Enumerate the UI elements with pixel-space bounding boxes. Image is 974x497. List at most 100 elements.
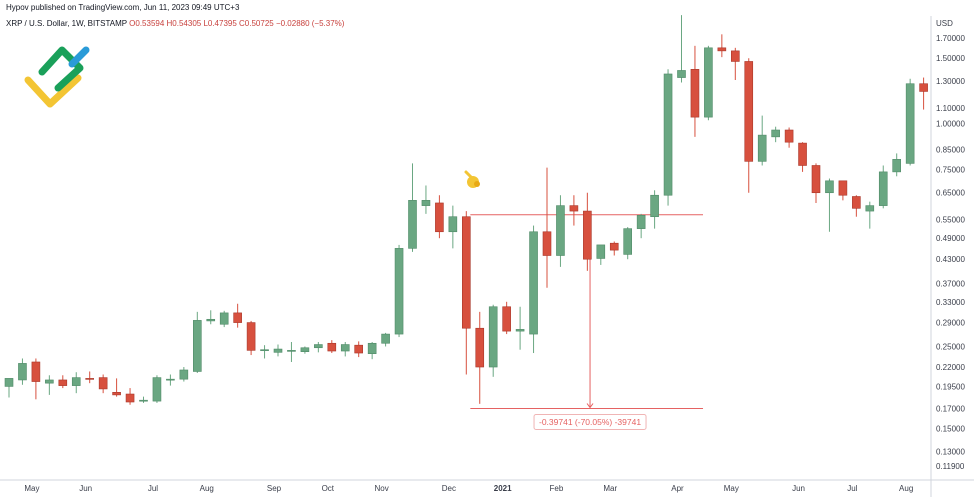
candle-up (206, 318, 216, 322)
time-tick-label: Dec (442, 484, 456, 493)
time-tick-label: Nov (374, 484, 388, 493)
candle-up (300, 347, 310, 352)
candle-down (717, 47, 727, 52)
candle-down (246, 322, 256, 351)
candle-down (798, 142, 807, 166)
candle-up (273, 348, 283, 353)
price-tick-label: 0.85000 (936, 146, 965, 155)
candle-up (260, 349, 269, 352)
candle-up (45, 379, 54, 384)
candle-up (704, 47, 713, 118)
candle-up (367, 342, 377, 354)
time-axis[interactable]: May Jun Jul Aug Sep Oct Nov Dec 2021 Feb Mar Apr May… (24, 484, 913, 493)
price-tick-label: 0.17000 (936, 404, 965, 413)
price-tick-label: 0.15000 (936, 425, 965, 434)
candle-up (529, 231, 538, 335)
candle-down (31, 361, 41, 382)
candle-up (448, 216, 458, 233)
time-tick-label: Jul (847, 484, 857, 493)
litefinance-logo (24, 46, 90, 108)
price-tick-label: 0.33000 (936, 298, 965, 307)
time-tick-label: May (24, 484, 39, 493)
candle-up (139, 399, 148, 402)
price-tick-label: 0.11900 (936, 462, 965, 471)
price-tick-label: 0.19500 (936, 382, 965, 391)
price-tick-label: 0.49000 (936, 234, 965, 243)
candle-down (784, 129, 794, 143)
candle-down (502, 306, 511, 332)
time-tick-label: Jun (792, 484, 805, 493)
candle-down (838, 180, 848, 196)
candle-down (58, 379, 68, 386)
candle-down (542, 231, 552, 256)
ohlc-values: O0.53594 H0.54305 L0.47395 C0.50725 −0.0… (129, 19, 345, 28)
time-tick-label: Aug (200, 484, 214, 493)
candle-up (556, 205, 565, 256)
time-tick-label: Oct (322, 484, 335, 493)
candle-down (461, 216, 471, 329)
time-tick-label: Apr (671, 484, 684, 493)
candle-down (98, 377, 108, 390)
candle-down (811, 165, 821, 194)
candle-down (852, 196, 861, 209)
candle-up (515, 329, 525, 332)
candle-down (730, 50, 740, 62)
price-tick-label: 0.43000 (936, 255, 965, 264)
candle-up (865, 205, 875, 212)
price-tick-label: 1.00000 (936, 119, 965, 128)
price-tick-label: 1.70000 (936, 34, 965, 43)
pointer-icon (464, 170, 480, 188)
time-tick-label: May (724, 484, 739, 493)
candle-down (327, 342, 337, 352)
candle-up (394, 248, 404, 335)
candle-down (125, 393, 135, 403)
candle-down (354, 344, 364, 354)
candle-up (905, 83, 915, 164)
candle-up (340, 344, 350, 352)
price-tick-label: 0.55000 (936, 216, 965, 225)
candle-down (609, 242, 619, 251)
candle-down (233, 312, 242, 323)
price-tick-label: 1.30000 (936, 77, 965, 86)
candle-up (771, 129, 780, 138)
publisher-text: Hypov published on TradingView.com, Jun … (6, 3, 240, 12)
candle-up (488, 306, 498, 368)
candle-down (475, 327, 485, 368)
candle-up (408, 200, 417, 249)
price-tick-label: 1.10000 (936, 104, 965, 113)
candle-down (569, 205, 579, 212)
candle-up (596, 244, 606, 259)
candle-up (663, 73, 673, 196)
symbol-title: XRP / U.S. Dollar, 1W, BITSTAMP (6, 19, 127, 28)
time-tick-label: Sep (267, 484, 282, 493)
candle-up (892, 159, 902, 173)
measure-label-box (533, 413, 647, 430)
candle-up (677, 70, 686, 78)
candle-up (179, 369, 189, 380)
candle-down (919, 83, 928, 92)
candle-up (636, 214, 646, 229)
candle-down (583, 210, 592, 260)
time-tick-label: Feb (550, 484, 564, 493)
measure-label: -0.39741 (-70.05%) -39741 (539, 417, 641, 427)
price-tick-label: 0.65000 (936, 189, 965, 198)
candle-down (435, 202, 444, 233)
price-tick-label: 1.50000 (936, 54, 965, 63)
time-tick-label: Jun (79, 484, 92, 493)
candle-up (314, 344, 323, 349)
time-tick-label: Jul (148, 484, 158, 493)
candle-up (421, 200, 431, 206)
candle-up (18, 363, 27, 381)
time-tick-label: 2021 (494, 484, 512, 493)
candle-down (85, 378, 94, 380)
candle-up (757, 134, 767, 162)
candle-up (71, 377, 81, 386)
price-tick-label: 0.37000 (936, 279, 965, 288)
price-axis[interactable]: 1.70000 1.50000 1.30000 1.10000 1.00000 0.850… (936, 34, 965, 471)
symbol-line: XRP / U.S. Dollar, 1W, BITSTAMP O0.53594… (6, 19, 344, 28)
price-tick-label: 0.22000 (936, 363, 965, 372)
candle-up (166, 378, 175, 381)
top-bar: Hypov published on TradingView.com, Jun … (0, 0, 974, 16)
candle-up (650, 194, 659, 218)
